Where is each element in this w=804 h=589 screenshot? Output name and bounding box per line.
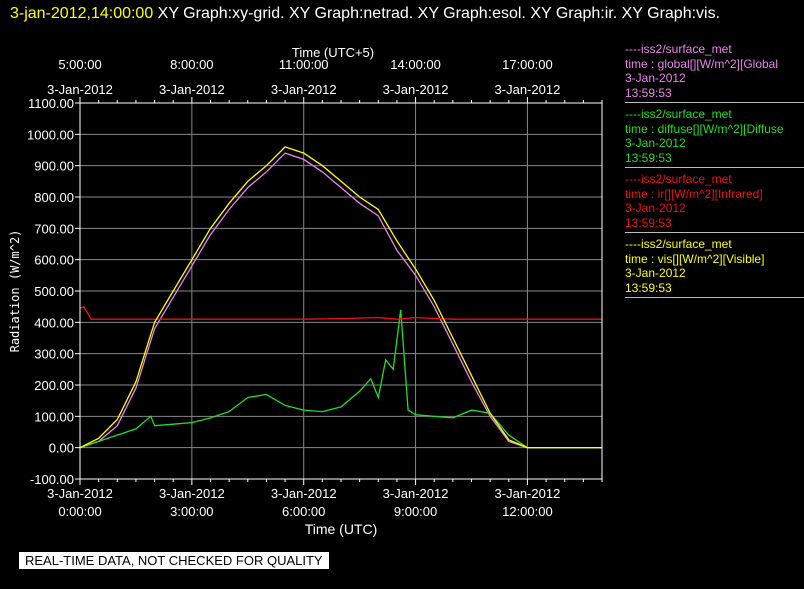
x2-tick-date: 3-Jan-2012 <box>159 82 225 97</box>
series-line-3 <box>79 146 602 449</box>
x2-tick-time: 8:00:00 <box>170 57 213 72</box>
legend-line: ----iss2/surface_met <box>625 237 732 251</box>
legend: ----iss2/surface_met time : global[][W/m… <box>625 42 804 302</box>
legend-time: 13:59:53 <box>625 150 672 165</box>
x2-tick-time: 14:00:00 <box>390 57 441 72</box>
y-tick-label: 1000.00 <box>27 127 74 142</box>
x-axis-label: Time (UTC) <box>305 521 378 537</box>
x2-tick-time: 17:00:00 <box>502 57 553 72</box>
x2-tick-time: 11:00:00 <box>279 57 329 72</box>
x-tick-date: 3-Jan-2012 <box>495 486 561 501</box>
legend-time: 13:59:53 <box>625 215 672 230</box>
y-tick-label: 0.00 <box>49 441 74 456</box>
y-tick-label: -100.00 <box>30 472 74 487</box>
x-tick-time: 3:00:00 <box>170 504 213 519</box>
legend-label: time : diffuse[][W/m^2][Diffuse <box>625 121 784 136</box>
y-tick-label: 200.00 <box>34 378 74 393</box>
x-tick-time: 0:00:00 <box>58 504 101 519</box>
legend-entry-global: ----iss2/surface_met time : global[][W/m… <box>625 42 804 103</box>
x2-tick-date: 3-Jan-2012 <box>383 82 449 97</box>
x2-tick-date: 3-Jan-2012 <box>271 82 337 97</box>
y-axis-label: Radiation (W/m^2) <box>8 230 22 353</box>
legend-line: ----iss2/surface_met <box>625 42 732 56</box>
legend-label: time : global[][W/m^2][Global <box>625 56 779 71</box>
x-tick-date: 3-Jan-2012 <box>383 486 449 501</box>
y-tick-label: 500.00 <box>34 284 74 299</box>
legend-line: ----iss2/surface_met <box>625 172 732 186</box>
legend-date: 3-Jan-2012 <box>625 71 686 85</box>
y-tick-label: 800.00 <box>34 190 74 205</box>
x-tick-time: 12:00:00 <box>502 504 553 519</box>
y-tick-label: 100.00 <box>34 409 74 424</box>
legend-date: 3-Jan-2012 <box>625 266 686 280</box>
y-tick-label: 900.00 <box>34 159 74 174</box>
legend-time: 13:59:53 <box>625 280 672 295</box>
legend-time: 13:59:53 <box>625 85 672 100</box>
legend-line: ----iss2/surface_met <box>625 107 732 121</box>
legend-entry-vis: ----iss2/surface_met time : vis[][W/m^2]… <box>625 237 804 298</box>
x2-tick-date: 3-Jan-2012 <box>47 82 113 97</box>
y-tick-label: 700.00 <box>34 221 74 236</box>
x2-tick-date: 3-Jan-2012 <box>495 82 561 97</box>
y-tick-label: 600.00 <box>34 253 74 268</box>
x-tick-time: 9:00:00 <box>394 504 437 519</box>
series-line-2 <box>79 305 602 320</box>
y-tick-label: 400.00 <box>34 315 74 330</box>
header-timestamp: 3-jan-2012,14:00:00 <box>10 5 154 22</box>
y-tick-label: 1100.00 <box>28 96 74 111</box>
series-group <box>79 146 602 449</box>
chart-header: 3-jan-2012,14:00:00 XY Graph:xy-grid. XY… <box>10 2 800 26</box>
x-tick-date: 3-Jan-2012 <box>159 486 225 501</box>
series-line-1 <box>79 309 602 449</box>
quality-banner: REAL-TIME DATA, NOT CHECKED FOR QUALITY <box>19 552 329 569</box>
x-tick-time: 6:00:00 <box>282 504 325 519</box>
axes: -100.00 0.00 100.00 200.00 300.00 400.00 500.0… <box>27 57 603 519</box>
header-title: XY Graph:xy-grid. XY Graph:netrad. XY Gr… <box>153 5 721 22</box>
x2-tick-time: 5:00:00 <box>58 57 101 72</box>
legend-label: time : vis[][W/m^2][Visible] <box>625 251 765 266</box>
legend-entry-ir: ----iss2/surface_met time : ir[][W/m^2][… <box>625 172 804 233</box>
legend-date: 3-Jan-2012 <box>625 136 686 150</box>
series-line-0 <box>79 152 602 449</box>
top-axis-label: Time (UTC+5) <box>292 45 374 60</box>
legend-entry-diffuse: ----iss2/surface_met time : diffuse[][W/… <box>625 107 804 168</box>
grid <box>79 102 602 480</box>
x-tick-date: 3-Jan-2012 <box>47 486 113 501</box>
legend-label: time : ir[][W/m^2][Infrared] <box>625 186 763 201</box>
legend-date: 3-Jan-2012 <box>625 201 686 215</box>
y-tick-label: 300.00 <box>34 347 74 362</box>
x-tick-date: 3-Jan-2012 <box>271 486 337 501</box>
